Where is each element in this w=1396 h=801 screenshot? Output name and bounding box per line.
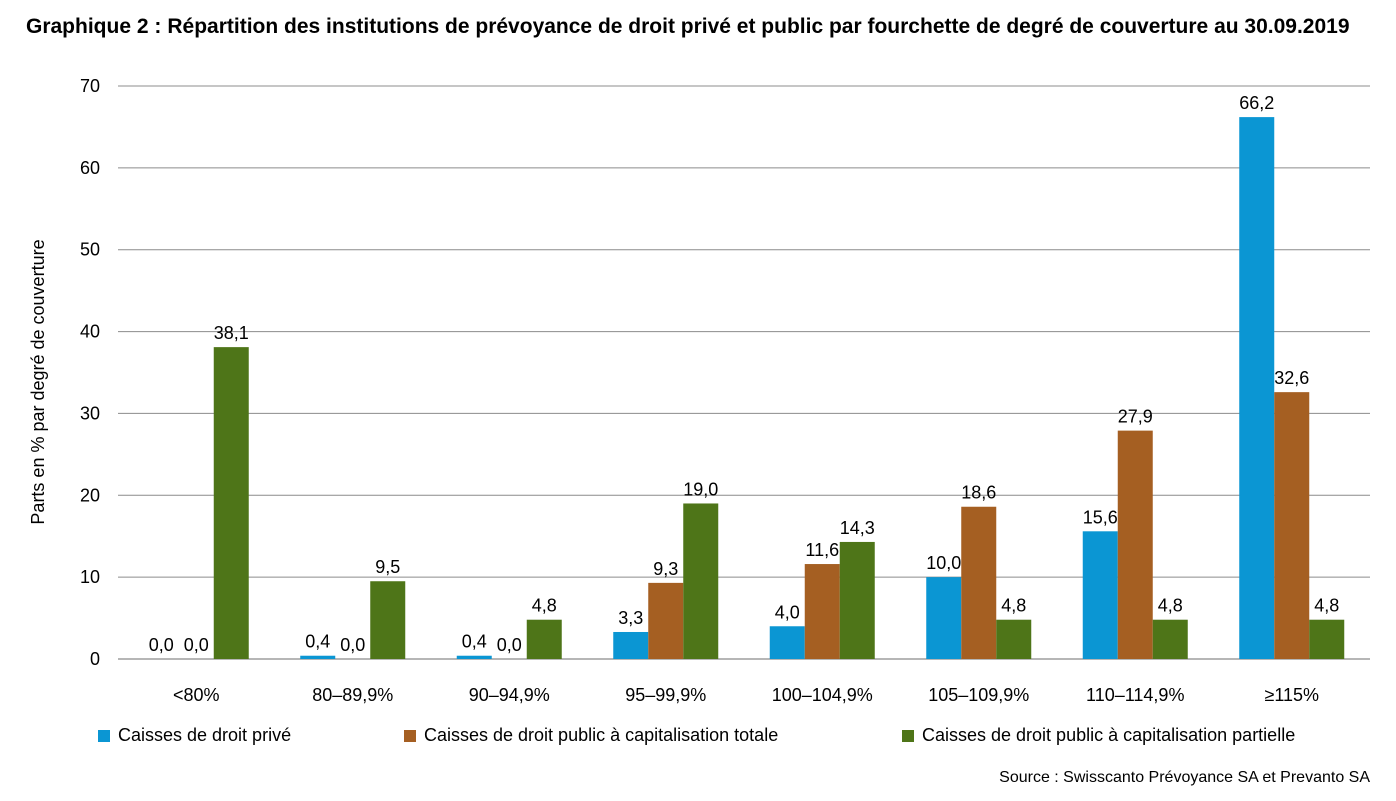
legend-swatch-public-totale bbox=[404, 729, 416, 742]
x-category-label: 80–89,9% bbox=[312, 685, 393, 705]
data-label: 4,8 bbox=[1001, 596, 1026, 616]
data-label: 4,0 bbox=[775, 602, 800, 622]
data-label: 0,4 bbox=[305, 632, 330, 652]
data-label: 66,2 bbox=[1239, 93, 1274, 113]
data-label: 0,4 bbox=[462, 632, 487, 652]
bar bbox=[1274, 392, 1310, 659]
data-label: 9,3 bbox=[653, 559, 678, 579]
legend-item-public-totale: Caisses de droit public à capitalisation… bbox=[404, 725, 778, 746]
x-category-label: 105–109,9% bbox=[928, 685, 1029, 705]
bar bbox=[804, 564, 840, 659]
bar bbox=[1082, 531, 1118, 659]
bar bbox=[1117, 430, 1153, 659]
grid-lines bbox=[118, 85, 1370, 660]
x-category-label: 95–99,9% bbox=[625, 685, 706, 705]
bar bbox=[370, 581, 406, 659]
legend-label-public-partielle: Caisses de droit public à capitalisation… bbox=[922, 725, 1296, 745]
data-label: 4,8 bbox=[1314, 596, 1339, 616]
x-category-label: 100–104,9% bbox=[772, 685, 873, 705]
chart-title-text: Répartition des institutions de prévoyan… bbox=[167, 15, 1350, 38]
bar bbox=[526, 619, 562, 659]
data-label: 9,5 bbox=[375, 557, 400, 577]
bar bbox=[769, 626, 805, 659]
bar bbox=[300, 655, 336, 659]
bars bbox=[213, 117, 1345, 659]
y-tick-label: 50 bbox=[80, 240, 100, 260]
source-note: Source : Swisscanto Prévoyance SA et Pre… bbox=[999, 769, 1370, 786]
y-tick-label: 0 bbox=[90, 649, 100, 669]
bar bbox=[213, 347, 249, 659]
bar bbox=[1239, 117, 1275, 659]
data-label: 32,6 bbox=[1274, 368, 1309, 388]
y-tick-label: 30 bbox=[80, 403, 100, 423]
x-category-label: ≥115% bbox=[1264, 685, 1319, 705]
legend-item-public-partielle: Caisses de droit public à capitalisation… bbox=[902, 725, 1295, 746]
y-tick-label: 40 bbox=[80, 322, 100, 342]
x-category-label: 110–114,9% bbox=[1086, 685, 1184, 705]
bar bbox=[648, 582, 684, 659]
data-label: 11,6 bbox=[805, 540, 839, 560]
y-tick-label: 60 bbox=[80, 158, 100, 178]
data-label: 14,3 bbox=[840, 518, 875, 538]
data-label: 10,0 bbox=[926, 553, 961, 573]
legend-label-prive: Caisses de droit privé bbox=[118, 725, 292, 745]
x-axis: <80% 80–89,9% 90–94,9% 95–99,9% 100–104,9% 10… bbox=[173, 685, 1319, 705]
bar bbox=[926, 577, 962, 659]
y-tick-label: 10 bbox=[80, 567, 100, 587]
data-label: 19,0 bbox=[683, 479, 718, 499]
chart-title-prefix: Graphique 2 : bbox=[26, 15, 162, 38]
y-axis: 0 10 20 30 40 50 60 70 bbox=[80, 76, 100, 669]
bar bbox=[996, 619, 1032, 659]
data-label: 27,9 bbox=[1118, 407, 1153, 427]
data-label: 38,1 bbox=[214, 323, 249, 343]
bar bbox=[456, 655, 492, 659]
bar bbox=[1309, 619, 1345, 659]
data-labels: 0,0 0,0 38,1 0,4 0,0 9,5 0,4 0,0 4,8 3,3 9,3 19,0 4,… bbox=[149, 93, 1340, 655]
data-label: 0,0 bbox=[340, 635, 365, 655]
legend-item-prive: Caisses de droit privé bbox=[98, 725, 291, 746]
bar bbox=[1152, 619, 1188, 659]
legend-swatch-public-partielle bbox=[902, 729, 914, 742]
data-label: 3,3 bbox=[618, 608, 643, 628]
data-label: 18,6 bbox=[961, 483, 996, 503]
data-label: 4,8 bbox=[1158, 596, 1183, 616]
y-axis-label: Parts en % par degré de couverture bbox=[28, 239, 48, 524]
data-label: 0,0 bbox=[497, 635, 522, 655]
bar bbox=[839, 541, 875, 659]
bar bbox=[613, 631, 649, 659]
y-tick-label: 20 bbox=[80, 485, 100, 505]
data-label: 0,0 bbox=[184, 635, 209, 655]
bar bbox=[683, 503, 719, 659]
data-label: 15,6 bbox=[1083, 507, 1118, 527]
legend-label-public-totale: Caisses de droit public à capitalisation… bbox=[424, 725, 779, 745]
x-category-label: 90–94,9% bbox=[469, 685, 550, 705]
chart-title: Graphique 2 : Répartition des institutio… bbox=[26, 12, 1350, 42]
data-label: 4,8 bbox=[532, 596, 557, 616]
x-category-label: <80% bbox=[173, 685, 220, 705]
data-label: 0,0 bbox=[149, 635, 174, 655]
bar bbox=[961, 506, 997, 659]
legend-swatch-prive bbox=[98, 729, 110, 742]
y-tick-label: 70 bbox=[80, 76, 100, 96]
